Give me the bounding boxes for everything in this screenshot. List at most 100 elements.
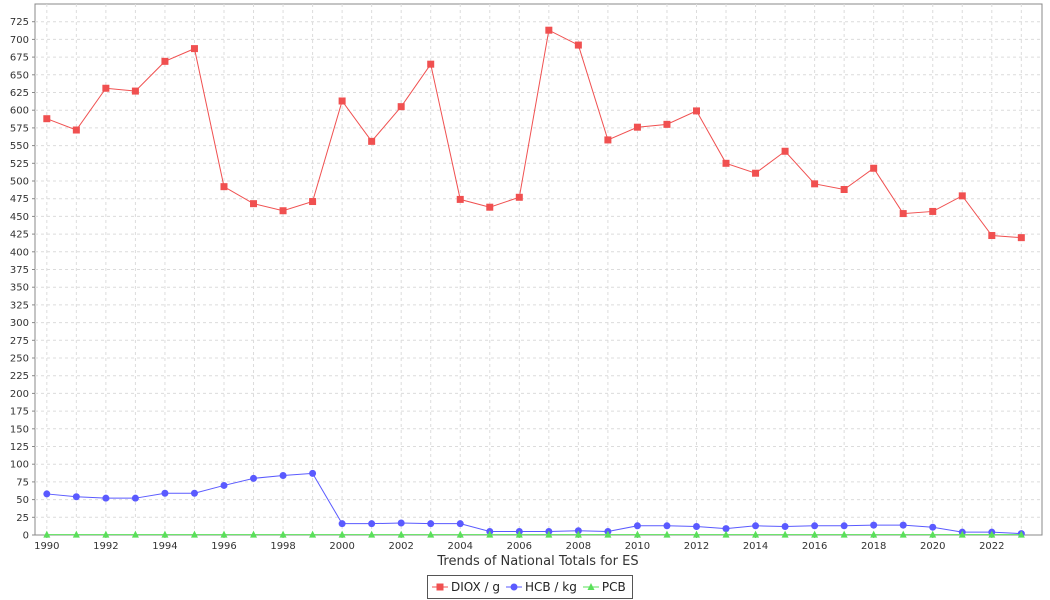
x-tick-label: 1992 — [93, 541, 118, 552]
y-axis: 0 25 50 75 100 125 150 175 200 225 250 275 300 325 350… — [10, 17, 35, 542]
data-point-pcb — [309, 530, 317, 538]
series-line-diox — [46, 29, 1022, 239]
x-tick-label: 1990 — [34, 541, 59, 552]
data-point-diox — [958, 192, 966, 200]
grid — [35, 4, 1042, 535]
y-tick-label: 25 — [16, 513, 29, 524]
data-point-pcb — [102, 530, 110, 538]
x-tick-label: 2004 — [448, 541, 473, 552]
x-tick-label: 2020 — [920, 541, 945, 552]
data-point-diox — [899, 210, 907, 218]
data-point-hcb — [250, 474, 258, 482]
data-point-diox — [368, 137, 376, 145]
data-point-hcb — [102, 494, 110, 502]
data-point-diox — [722, 159, 730, 167]
data-point-hcb — [309, 469, 317, 477]
data-point-pcb — [515, 530, 523, 538]
data-point-diox — [1017, 234, 1025, 242]
data-point-diox — [840, 185, 848, 193]
data-point-pcb — [752, 530, 760, 538]
data-point-pcb — [250, 530, 258, 538]
y-tick-label: 150 — [10, 424, 29, 435]
data-point-pcb — [338, 530, 346, 538]
y-tick-label: 550 — [10, 141, 29, 152]
y-tick-label: 250 — [10, 354, 29, 365]
data-point-pcb — [131, 530, 139, 538]
y-tick-label: 625 — [10, 88, 29, 99]
data-point-pcb — [456, 530, 464, 538]
y-tick-label: 50 — [16, 495, 29, 506]
legend-marker-pcb — [587, 583, 595, 590]
data-point-pcb — [663, 530, 671, 538]
data-point-hcb — [190, 489, 198, 497]
x-tick-label: 2014 — [743, 541, 768, 552]
data-point-diox — [250, 200, 258, 208]
data-point-hcb — [338, 520, 346, 528]
data-point-diox — [870, 164, 878, 172]
data-point-diox — [102, 84, 110, 92]
data-point-diox — [161, 57, 169, 65]
x-tick-label: 1994 — [152, 541, 177, 552]
x-tick-label: 2010 — [625, 541, 650, 552]
data-point-diox — [545, 26, 553, 34]
x-tick-label: 2000 — [329, 541, 354, 552]
data-point-diox — [781, 147, 789, 155]
data-point-pcb — [72, 530, 80, 538]
x-tick-label: 2022 — [979, 541, 1004, 552]
y-tick-label: 725 — [10, 17, 29, 28]
data-point-diox — [486, 203, 494, 211]
data-point-hcb — [72, 493, 80, 501]
data-point-diox — [220, 183, 228, 191]
data-point-pcb — [899, 530, 907, 538]
data-point-hcb — [692, 523, 700, 531]
data-point-pcb — [190, 530, 198, 538]
data-point-hcb — [722, 525, 730, 533]
legend-label-pcb: PCB — [601, 580, 626, 594]
y-tick-label: 525 — [10, 159, 29, 170]
data-point-pcb — [722, 530, 730, 538]
data-point-pcb — [692, 530, 700, 538]
legend-item-hcb: HCB / kg — [505, 580, 577, 594]
x-axis-title: Trends of National Totals for ES — [436, 554, 638, 569]
y-tick-label: 650 — [10, 70, 29, 81]
data-point-diox — [397, 103, 405, 111]
data-point-hcb — [456, 520, 464, 528]
data-point-pcb — [781, 530, 789, 538]
y-tick-label: 575 — [10, 123, 29, 134]
y-tick-label: 475 — [10, 194, 29, 205]
y-tick-label: 325 — [10, 300, 29, 311]
y-tick-label: 300 — [10, 318, 29, 329]
data-point-hcb — [368, 520, 376, 528]
data-point-pcb — [279, 530, 287, 538]
data-point-pcb — [988, 530, 996, 538]
data-point-hcb — [781, 523, 789, 531]
data-point-diox — [752, 169, 760, 177]
data-point-hcb — [43, 490, 51, 498]
data-point-pcb — [43, 530, 51, 538]
legend: DIOX / g HCB / kg PCB — [427, 575, 633, 599]
legend-swatch-hcb — [505, 583, 522, 591]
data-point-pcb — [545, 530, 553, 538]
data-point-diox — [338, 97, 346, 105]
data-point-hcb — [811, 522, 819, 530]
data-point-hcb — [929, 523, 937, 531]
data-point-pcb — [574, 530, 582, 538]
y-tick-label: 100 — [10, 460, 29, 471]
x-tick-label: 2008 — [566, 541, 591, 552]
x-tick-label: 2018 — [861, 541, 886, 552]
data-point-pcb — [811, 530, 819, 538]
y-tick-label: 450 — [10, 212, 29, 223]
y-tick-label: 425 — [10, 230, 29, 241]
data-point-hcb — [899, 521, 907, 529]
data-point-pcb — [958, 530, 966, 538]
data-point-diox — [43, 115, 51, 123]
data-point-diox — [604, 136, 612, 144]
legend-marker-hcb — [510, 583, 518, 591]
data-point-pcb — [486, 530, 494, 538]
data-point-pcb — [870, 530, 878, 538]
data-point-pcb — [633, 530, 641, 538]
y-tick-label: 375 — [10, 265, 29, 276]
legend-item-pcb: PCB — [582, 580, 626, 594]
y-tick-label: 700 — [10, 35, 29, 46]
y-tick-label: 125 — [10, 442, 29, 453]
